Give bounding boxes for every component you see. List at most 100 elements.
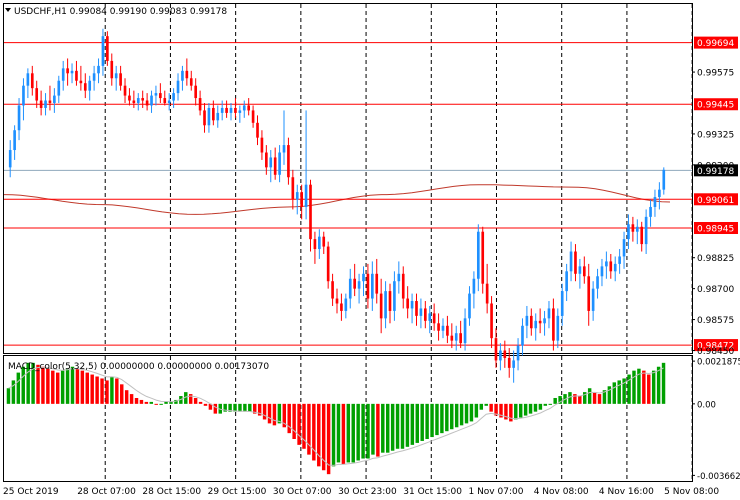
candle-body	[35, 88, 39, 101]
macd-bar	[346, 403, 351, 463]
macd-bar	[336, 403, 341, 463]
macd-bar	[105, 380, 109, 404]
macd-bar	[504, 403, 508, 420]
macd-bar	[144, 401, 149, 404]
macd-bar	[533, 403, 538, 412]
candle-body	[353, 278, 356, 289]
time-axis: 25 Oct 2019 28 Oct 07:00 28 Oct 15:00 29 Oc…	[3, 487, 719, 497]
candle-body	[512, 360, 515, 368]
macd-bar	[317, 403, 321, 467]
candle-body	[203, 110, 206, 126]
macd-bar	[597, 394, 602, 404]
macd-bar	[51, 370, 55, 404]
candle-body	[401, 273, 405, 299]
candle-body	[578, 266, 582, 274]
x-tick-label: 29 Oct 15:00	[208, 487, 267, 497]
candle-body	[238, 110, 242, 113]
macd-bar	[430, 403, 434, 438]
macd-bar	[366, 403, 370, 459]
candle-body	[494, 338, 498, 361]
macd-bar	[31, 362, 35, 404]
candle-body	[605, 261, 608, 267]
macd-bar	[65, 368, 70, 404]
candle-body	[242, 105, 246, 111]
candle-body	[48, 100, 52, 104]
candle-body	[106, 36, 109, 61]
macd-bar	[228, 403, 232, 412]
level-price-label: 0.99445	[697, 101, 734, 111]
macd-bar	[193, 397, 198, 404]
candle-body	[406, 298, 409, 309]
macd-bar	[292, 403, 296, 440]
macd-bar	[661, 362, 666, 404]
candle-body	[83, 83, 87, 91]
macd-bar	[632, 370, 636, 404]
collapse-triangle-icon[interactable]	[5, 8, 11, 12]
macd-bar	[179, 396, 183, 404]
candle-body	[30, 73, 34, 89]
candle-body	[640, 226, 644, 245]
macd-bar	[474, 403, 479, 418]
macd-bar	[553, 397, 557, 404]
candle-body	[128, 95, 131, 101]
candle-body	[291, 177, 295, 200]
macd-bar	[568, 392, 572, 404]
level-price-label-box	[694, 98, 738, 111]
candle-body	[13, 130, 16, 151]
candle-body	[441, 325, 445, 331]
macd-signal-line	[8, 366, 664, 466]
macd-bar	[514, 403, 518, 420]
candle-body	[613, 263, 617, 272]
macd-bar	[223, 403, 227, 412]
candle-body	[459, 333, 462, 344]
macd-bar	[558, 396, 562, 404]
macd-pane-frame	[3, 355, 693, 482]
candle-body	[26, 73, 30, 86]
candle-body	[485, 283, 489, 304]
candle-body	[273, 157, 277, 175]
candle-body	[136, 98, 140, 104]
candle-body	[61, 68, 65, 81]
macd-bar	[410, 403, 415, 445]
macd-bar	[149, 401, 154, 404]
macd-bar	[494, 403, 498, 416]
macd-bar	[326, 403, 331, 475]
macd-bar	[356, 403, 360, 461]
time-gridlines	[104, 4, 693, 481]
candle-body	[185, 70, 189, 79]
macd-bar	[213, 403, 218, 414]
macd-bar	[6, 388, 11, 404]
macd-bar	[115, 378, 119, 404]
macd-bar	[139, 399, 144, 404]
candle-body	[463, 318, 467, 344]
candle-body	[569, 251, 573, 272]
candle-body	[260, 137, 264, 153]
macd-bar	[548, 403, 552, 405]
macd-bar	[41, 366, 45, 404]
candle-body	[468, 293, 471, 319]
candle-body	[57, 80, 61, 96]
candle-body	[393, 281, 396, 311]
x-tick-label: 5 Nov 08:00	[664, 487, 719, 497]
candle-body	[229, 107, 233, 113]
macd-bar	[637, 368, 641, 404]
x-tick-label: 28 Oct 15:00	[142, 487, 201, 497]
candle-body	[123, 85, 127, 96]
macd-bar	[445, 403, 449, 432]
candle-body	[649, 206, 652, 217]
candle-body	[181, 70, 184, 81]
candle-body	[635, 226, 639, 232]
macd-bar	[282, 403, 287, 428]
macd-bar	[351, 403, 355, 463]
candle-body	[521, 325, 524, 346]
macd-bar	[523, 403, 528, 416]
candle-body	[154, 93, 158, 96]
candle-body	[556, 315, 560, 341]
candle-body	[472, 278, 476, 294]
macd-bar	[267, 403, 272, 424]
candle-body	[75, 70, 78, 81]
candle-body	[326, 246, 330, 282]
x-tick-label: 1 Nov 07:00	[468, 487, 523, 497]
x-tick-label: 31 Oct 15:00	[403, 487, 462, 497]
